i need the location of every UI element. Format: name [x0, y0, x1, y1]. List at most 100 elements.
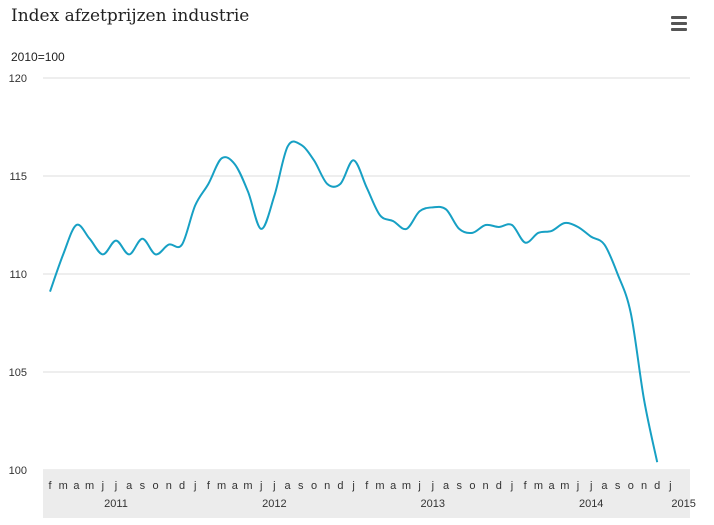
- x-tick-label: m: [85, 480, 94, 492]
- x-tick-label: a: [390, 480, 397, 492]
- x-tick-label: j: [101, 480, 104, 492]
- year-labels: 2011 2012 2013 2014 2015: [104, 498, 696, 510]
- x-tick-label: j: [259, 480, 262, 492]
- x-tick-label: a: [601, 480, 608, 492]
- series-line: [49, 140, 659, 463]
- x-tick-label: j: [193, 480, 196, 492]
- data-point: [590, 235, 593, 238]
- y-tick-label: 105: [9, 367, 27, 379]
- x-tick-label: m: [560, 480, 569, 492]
- x-tick-label: j: [272, 480, 275, 492]
- data-point: [550, 229, 553, 232]
- data-point: [471, 231, 474, 234]
- x-tick-label: n: [483, 480, 489, 492]
- data-point: [603, 243, 606, 246]
- hamburger-menu-icon[interactable]: [669, 14, 689, 32]
- x-tick-label: o: [153, 480, 159, 492]
- data-point: [115, 239, 118, 242]
- x-tick-label: m: [402, 480, 411, 492]
- data-point: [431, 206, 434, 209]
- data-point: [379, 214, 382, 217]
- year-label: 2015: [671, 498, 695, 510]
- y-tick-label: 115: [9, 171, 27, 183]
- data-point: [365, 186, 368, 189]
- year-label: 2013: [421, 498, 445, 510]
- year-label: 2011: [104, 498, 128, 510]
- data-point: [643, 398, 646, 401]
- data-point: [233, 163, 236, 166]
- data-point: [141, 237, 144, 240]
- x-tick-label: f: [48, 480, 52, 492]
- data-point: [260, 227, 263, 230]
- data-point: [75, 224, 78, 227]
- x-tick-label: o: [311, 480, 317, 492]
- year-label: 2014: [579, 498, 603, 510]
- data-point: [524, 241, 527, 244]
- data-point: [220, 157, 223, 160]
- y-axis-unit-label: 2010=100: [11, 50, 65, 64]
- grid-lines: [43, 77, 690, 471]
- data-point: [563, 222, 566, 225]
- x-tick-label: j: [510, 480, 513, 492]
- y-tick-label: 120: [9, 73, 27, 85]
- data-point: [101, 253, 104, 256]
- x-tick-label: m: [243, 480, 252, 492]
- x-tick-label: s: [298, 480, 304, 492]
- data-point: [405, 227, 408, 230]
- data-point: [629, 312, 632, 315]
- x-tick-label: m: [534, 480, 543, 492]
- data-point: [497, 225, 500, 228]
- x-tick-label: d: [654, 480, 660, 492]
- x-tick-label: j: [417, 480, 420, 492]
- data-point: [128, 253, 131, 256]
- data-point: [352, 159, 355, 162]
- data-point: [273, 194, 276, 197]
- x-tick-label: j: [576, 480, 579, 492]
- data-point: [154, 253, 157, 256]
- x-tick-label: n: [324, 480, 330, 492]
- x-tick-label: j: [668, 480, 671, 492]
- x-tick-label: j: [589, 480, 592, 492]
- data-point: [484, 224, 487, 227]
- x-tick-label: s: [140, 480, 146, 492]
- x-tick-label: o: [628, 480, 634, 492]
- x-tick-label: s: [615, 480, 621, 492]
- data-point: [445, 208, 448, 211]
- data-point: [167, 243, 170, 246]
- x-tick-label: n: [641, 480, 647, 492]
- x-tick-label: a: [285, 480, 292, 492]
- data-point: [181, 243, 184, 246]
- x-tick-label: s: [456, 480, 462, 492]
- x-tick-label: a: [232, 480, 239, 492]
- data-point: [339, 182, 342, 185]
- data-point: [616, 273, 619, 276]
- data-point: [537, 231, 540, 234]
- data-point: [299, 143, 302, 146]
- x-tick-label: o: [469, 480, 475, 492]
- x-tick-label: d: [496, 480, 502, 492]
- data-point: [511, 224, 514, 227]
- data-point: [313, 159, 316, 162]
- data-point: [656, 461, 659, 464]
- x-tick-label: d: [179, 480, 185, 492]
- x-tick-label: n: [166, 480, 172, 492]
- data-point: [247, 190, 250, 193]
- x-tick-label: f: [524, 480, 528, 492]
- x-tick-label: a: [126, 480, 133, 492]
- y-tick-label: 110: [9, 269, 27, 281]
- data-point: [62, 253, 65, 256]
- data-point: [49, 290, 52, 293]
- y-tick-label: 100: [9, 465, 27, 477]
- x-tick-label: j: [114, 480, 117, 492]
- data-point: [88, 237, 91, 240]
- x-tick-label: m: [217, 480, 226, 492]
- chart-title: Index afzetprijzen industrie: [11, 6, 250, 26]
- x-tick-label: d: [337, 480, 343, 492]
- data-point: [326, 182, 329, 185]
- x-tick-label: j: [351, 480, 354, 492]
- x-tick-label: m: [59, 480, 68, 492]
- data-point: [194, 204, 197, 207]
- x-tick-label: j: [431, 480, 434, 492]
